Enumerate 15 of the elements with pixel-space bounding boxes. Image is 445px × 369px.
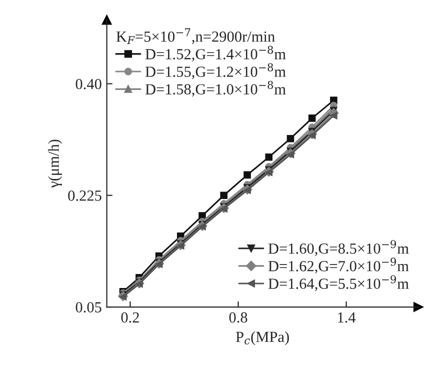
x-tick-label: 0.2 [121,312,139,323]
x-tick-label: 0.8 [229,312,248,323]
y-tick-label: 0.40 [76,78,102,90]
legend-label: D=1.52,G=1.4×10$^{−8}$m [145,46,286,62]
y-tick-label: 0.225 [68,190,102,201]
legend-label: D=1.60,G=8.5×10$^{−9}$m [268,240,409,256]
x-tick-label: 1.4 [338,312,356,323]
x-axis-title: P$_{c}$(MPa) [236,331,289,346]
legend-label: D=1.64,G=5.5×10$^{−9}$m [268,275,409,292]
legend-label: D=1.62,G=7.0×10$^{−9}$m [268,258,409,274]
legend-label: D=1.58,G=1.0×10$^{−8}$m [145,80,286,97]
y-tick-label: 0.05 [76,302,102,313]
legend-label: D=1.55,G=1.2×10$^{−8}$m [145,63,286,80]
y-axis-title: γ(μm/h) [48,140,62,188]
legend-title: K$_{F}$=5×10$^{−7}$,n=2900r/min [116,28,275,44]
